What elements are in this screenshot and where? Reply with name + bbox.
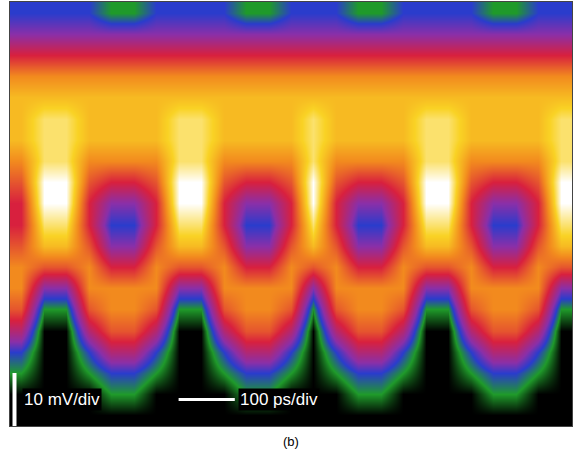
svg-text:100 ps/div: 100 ps/div <box>240 390 318 409</box>
svg-text:10 mV/div: 10 mV/div <box>24 390 100 409</box>
svg-text:(b): (b) <box>283 434 299 449</box>
